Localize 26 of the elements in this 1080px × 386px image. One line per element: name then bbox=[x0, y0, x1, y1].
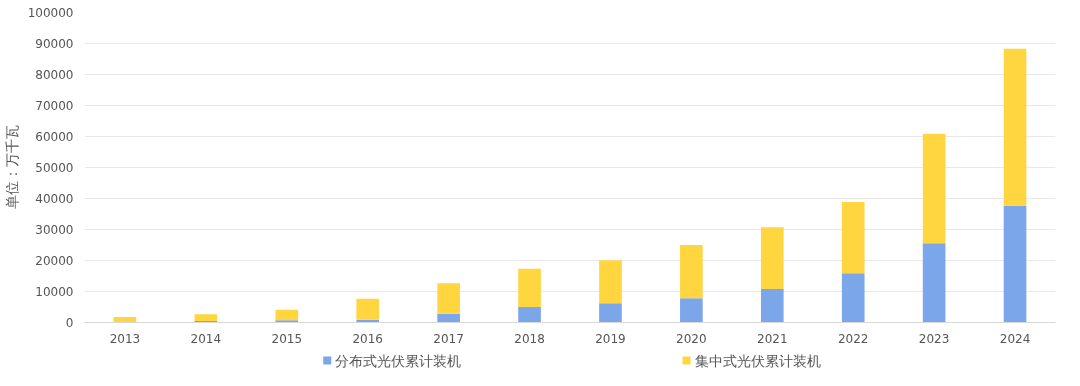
x-tick-label: 2013 bbox=[109, 331, 141, 346]
y-tick-label: 0 bbox=[65, 316, 74, 330]
x-tick-label: 2018 bbox=[514, 331, 545, 346]
x-tick-label: 2022 bbox=[837, 331, 869, 346]
x-tick-label: 2020 bbox=[676, 331, 707, 346]
y-tick-label: 50000 bbox=[35, 161, 74, 175]
x-tick-label: 2015 bbox=[271, 331, 303, 346]
y-axis-title: 单位：万千瓦 bbox=[3, 125, 20, 210]
y-tick-label: 90000 bbox=[35, 37, 74, 51]
x-tick-label: 2021 bbox=[757, 331, 788, 346]
legend-label: 分布式光伏累计装机 bbox=[335, 352, 462, 369]
x-tick-label: 2016 bbox=[352, 331, 383, 346]
x-tick-label: 2017 bbox=[433, 331, 464, 346]
x-tick-label: 2024 bbox=[999, 331, 1031, 346]
y-tick-label: 40000 bbox=[35, 192, 74, 206]
x-tick-label: 2014 bbox=[190, 331, 222, 346]
y-tick-label: 60000 bbox=[35, 130, 74, 144]
x-tick-label: 2023 bbox=[918, 331, 950, 346]
y-tick-label: 70000 bbox=[35, 99, 74, 113]
y-tick-label: 30000 bbox=[35, 223, 74, 237]
y-tick-label: 20000 bbox=[35, 254, 74, 268]
x-tick-label: 2019 bbox=[595, 331, 626, 346]
y-tick-label: 80000 bbox=[35, 68, 74, 82]
legend-label: 集中式光伏累计装机 bbox=[694, 352, 821, 369]
y-tick-label: 100000 bbox=[27, 6, 74, 20]
y-tick-label: 10000 bbox=[35, 285, 74, 299]
